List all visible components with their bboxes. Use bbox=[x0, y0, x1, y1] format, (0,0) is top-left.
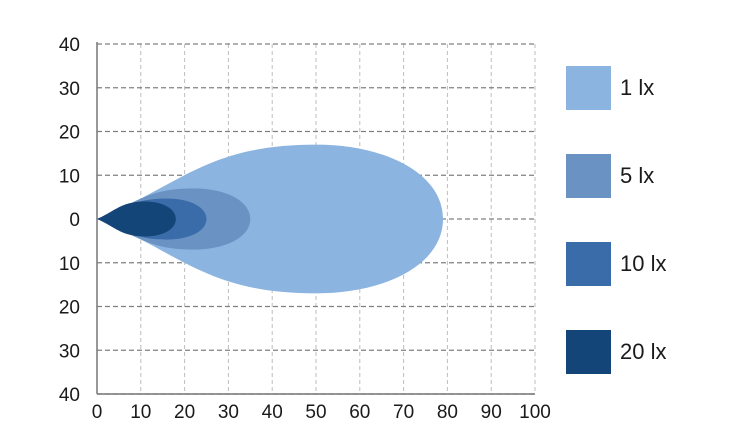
y-tick-label: 40 bbox=[59, 385, 80, 406]
y-tick-label: 30 bbox=[59, 79, 80, 100]
x-tick-label: 60 bbox=[349, 402, 370, 423]
legend-item: 10 lx bbox=[566, 242, 726, 286]
legend-swatch bbox=[566, 242, 611, 286]
x-tick-label: 20 bbox=[174, 402, 195, 423]
x-tick-label: 90 bbox=[481, 402, 502, 423]
legend-swatch bbox=[566, 154, 611, 198]
y-tick-label: 30 bbox=[59, 341, 80, 362]
x-tick-label: 30 bbox=[218, 402, 239, 423]
y-tick-label: 40 bbox=[59, 35, 80, 56]
legend-item: 1 lx bbox=[566, 66, 726, 110]
isolux-area-1-lx bbox=[97, 144, 444, 294]
x-tick-label: 40 bbox=[262, 402, 283, 423]
x-tick-label: 80 bbox=[437, 402, 458, 423]
y-tick-label: 20 bbox=[59, 123, 80, 144]
legend-label: 10 lx bbox=[620, 251, 667, 276]
legend-label: 20 lx bbox=[620, 339, 667, 364]
y-tick-label: 20 bbox=[59, 298, 80, 319]
y-tick-label: 10 bbox=[59, 166, 80, 187]
legend-label: 1 lx bbox=[620, 75, 655, 100]
isolux-area-20-lx bbox=[97, 201, 176, 237]
legend-item: 20 lx bbox=[566, 330, 726, 374]
y-tick-label: 0 bbox=[69, 210, 80, 231]
axes bbox=[96, 42, 535, 395]
legend-swatch bbox=[566, 330, 611, 374]
legend-label: 5 lx bbox=[620, 163, 655, 188]
x-tick-label: 50 bbox=[305, 402, 326, 423]
x-tick-label: 10 bbox=[130, 402, 151, 423]
legend-item: 5 lx bbox=[566, 154, 726, 198]
x-tick-label: 70 bbox=[393, 402, 414, 423]
x-tick-label: 0 bbox=[92, 402, 103, 423]
legend-swatch bbox=[566, 66, 611, 110]
y-tick-label: 10 bbox=[59, 254, 80, 275]
legend: 1 lx 5 lx 10 lx 20 lx bbox=[566, 0, 726, 448]
plot-areas bbox=[97, 144, 444, 294]
x-tick-label: 100 bbox=[519, 402, 551, 423]
